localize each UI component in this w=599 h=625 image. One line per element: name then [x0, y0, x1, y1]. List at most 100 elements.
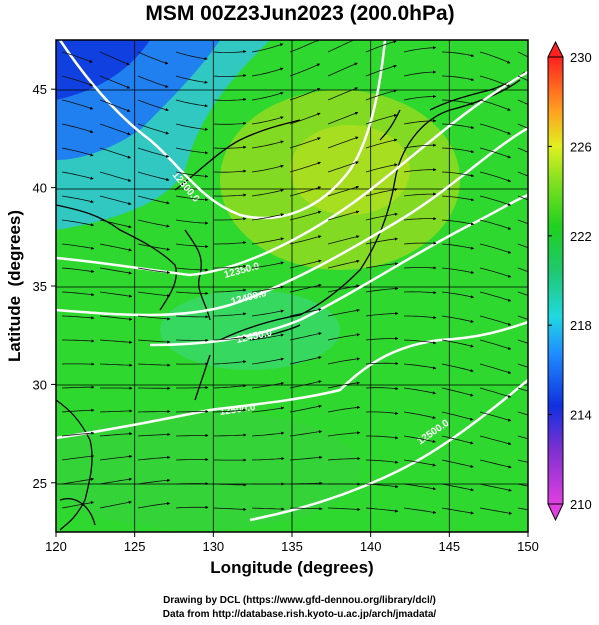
contour-12450 — [149, 193, 528, 347]
streamline — [441, 363, 474, 373]
streamline — [327, 405, 361, 413]
streamline — [61, 75, 93, 87]
streamline — [365, 114, 398, 125]
streamline — [137, 501, 171, 509]
streamline — [61, 99, 94, 110]
streamline — [137, 267, 171, 274]
streamline — [365, 287, 399, 293]
streamline — [365, 311, 399, 317]
colorbar-tick-label: 222 — [570, 229, 592, 244]
streamline — [61, 171, 94, 180]
streamline — [213, 193, 247, 197]
streamline — [289, 430, 323, 437]
streamline — [517, 315, 528, 320]
streamline — [175, 457, 209, 462]
streamline — [251, 116, 284, 125]
streamline — [99, 243, 132, 252]
streamline — [441, 315, 474, 323]
streamline — [517, 195, 528, 201]
streamline — [213, 507, 247, 511]
streamline — [213, 50, 247, 54]
streamline — [213, 121, 247, 126]
streamline — [517, 411, 528, 416]
streamline — [251, 213, 285, 221]
streamline — [517, 219, 528, 225]
streamline — [479, 363, 512, 374]
streamline — [175, 195, 209, 202]
streamline — [366, 435, 399, 440]
streamline — [289, 161, 322, 173]
streamline — [365, 361, 399, 366]
streamline — [99, 477, 133, 485]
streamline — [99, 51, 130, 66]
streamline — [365, 237, 399, 245]
streamline — [403, 168, 437, 173]
streamline — [403, 70, 437, 77]
streamline — [175, 123, 209, 131]
x-tick-label: 130 — [202, 539, 224, 554]
streamline — [175, 482, 209, 486]
streamline — [403, 266, 437, 270]
streamline — [137, 478, 171, 485]
contour-12500b — [249, 379, 528, 522]
streamline — [441, 459, 474, 468]
streamline — [289, 481, 323, 485]
credit-drawing: Drawing by DCL (https://www.gfd-dennou.o… — [163, 595, 436, 606]
streamline — [61, 501, 95, 509]
streamline — [517, 51, 528, 58]
streamline — [289, 259, 322, 269]
streamline — [61, 291, 95, 297]
streamline — [479, 99, 511, 111]
streamline — [137, 432, 171, 437]
streamline — [99, 339, 133, 344]
y-axis-label: Latitude (degrees) — [5, 210, 24, 362]
chart-title: MSM 00Z23Jun2023 (200.0hPa) — [145, 2, 454, 25]
streamline — [175, 267, 209, 272]
streamline — [99, 291, 133, 298]
streamline — [327, 62, 358, 77]
streamline — [327, 357, 361, 365]
streamline — [441, 291, 475, 299]
streamline — [327, 161, 359, 173]
streamline — [403, 483, 437, 491]
y-tick-label: 40 — [33, 181, 47, 196]
streamline — [251, 43, 284, 53]
streamline — [479, 291, 512, 302]
streamline — [517, 243, 528, 249]
streamline — [441, 123, 475, 130]
streamline — [251, 164, 284, 173]
gridlines — [56, 40, 528, 532]
streamline — [251, 67, 284, 77]
streamline — [99, 99, 131, 112]
streamline — [517, 123, 528, 129]
streamline — [479, 243, 512, 254]
streamline — [61, 477, 95, 485]
streamline — [99, 409, 133, 413]
streamline — [61, 267, 95, 273]
streamline — [137, 99, 169, 112]
streamline — [99, 363, 133, 367]
streamline — [251, 261, 285, 269]
streamline — [441, 483, 474, 492]
streamline — [479, 219, 512, 230]
streamline — [289, 356, 322, 365]
streamline — [137, 75, 169, 88]
streamline — [289, 210, 322, 221]
streamline — [365, 138, 398, 149]
streamline — [213, 169, 247, 173]
streamline — [403, 459, 437, 467]
contour-label-12500: 12500.0 — [219, 402, 257, 418]
streamline — [441, 195, 475, 202]
streamline — [403, 192, 437, 197]
streamline — [479, 75, 511, 88]
streamline — [61, 195, 94, 204]
streamline — [137, 455, 171, 461]
streamline — [404, 315, 437, 320]
streamline — [517, 267, 528, 272]
streamline — [403, 241, 437, 245]
streamline — [441, 75, 475, 82]
contour-12500 — [56, 320, 528, 440]
streamline — [137, 219, 170, 228]
streamline — [213, 483, 247, 487]
streamline — [403, 339, 437, 345]
